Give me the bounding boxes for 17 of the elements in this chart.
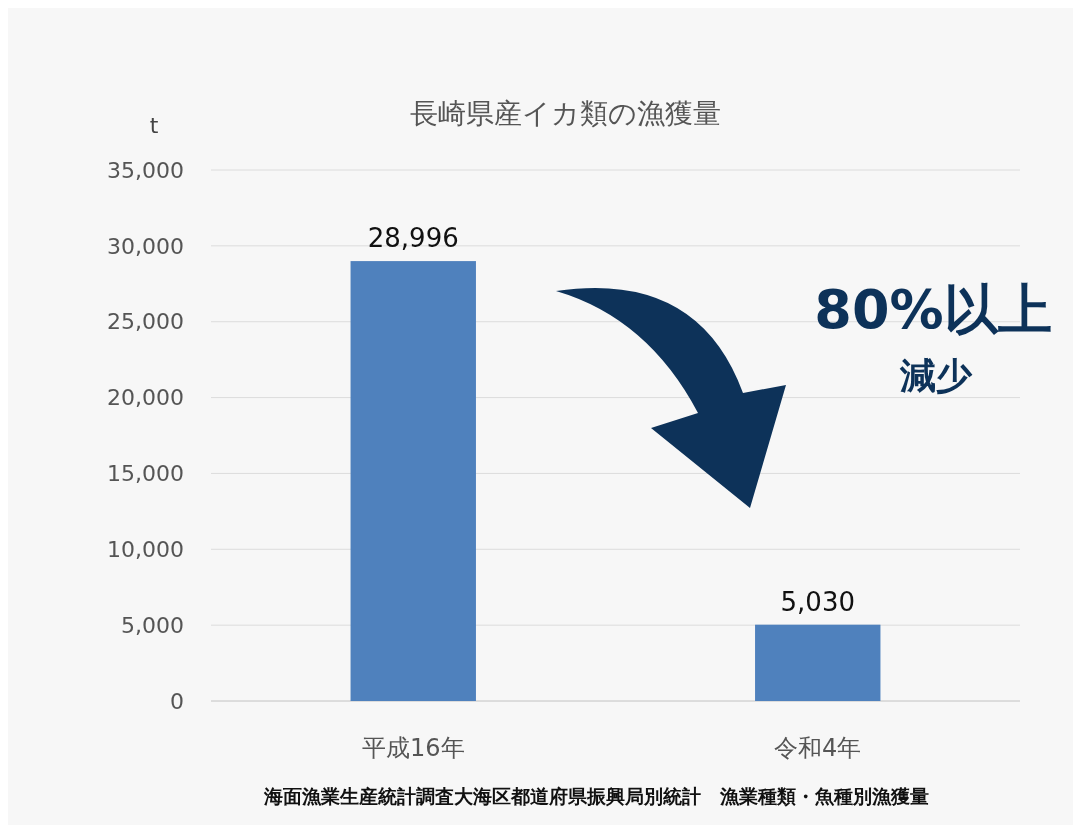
- data-label: 5,030: [780, 586, 855, 617]
- y-tick-label: 20,000: [107, 385, 184, 411]
- y-tick-label: 35,000: [107, 157, 184, 183]
- x-tick-label: 平成16年: [361, 734, 465, 762]
- y-tick-label: 0: [170, 688, 184, 714]
- y-axis-title: t: [149, 113, 159, 138]
- y-tick-label: 15,000: [107, 461, 184, 487]
- x-tick-label: 令和4年: [774, 734, 862, 762]
- chart-title: 長崎県産イカ類の漁獲量: [410, 97, 721, 130]
- y-tick-label: 5,000: [121, 612, 184, 638]
- data-label: 28,996: [367, 223, 459, 254]
- y-tick-label: 30,000: [107, 233, 184, 259]
- text: 海面漁業生産統計調査大海区都道府県振興局別統計 漁業種類・魚種別漁獲量: [262, 785, 929, 807]
- annotation: 減少: [899, 355, 973, 396]
- annotation: 80%以上: [814, 278, 1052, 341]
- y-tick-label: 10,000: [107, 536, 184, 562]
- y-tick-label: 25,000: [107, 309, 184, 335]
